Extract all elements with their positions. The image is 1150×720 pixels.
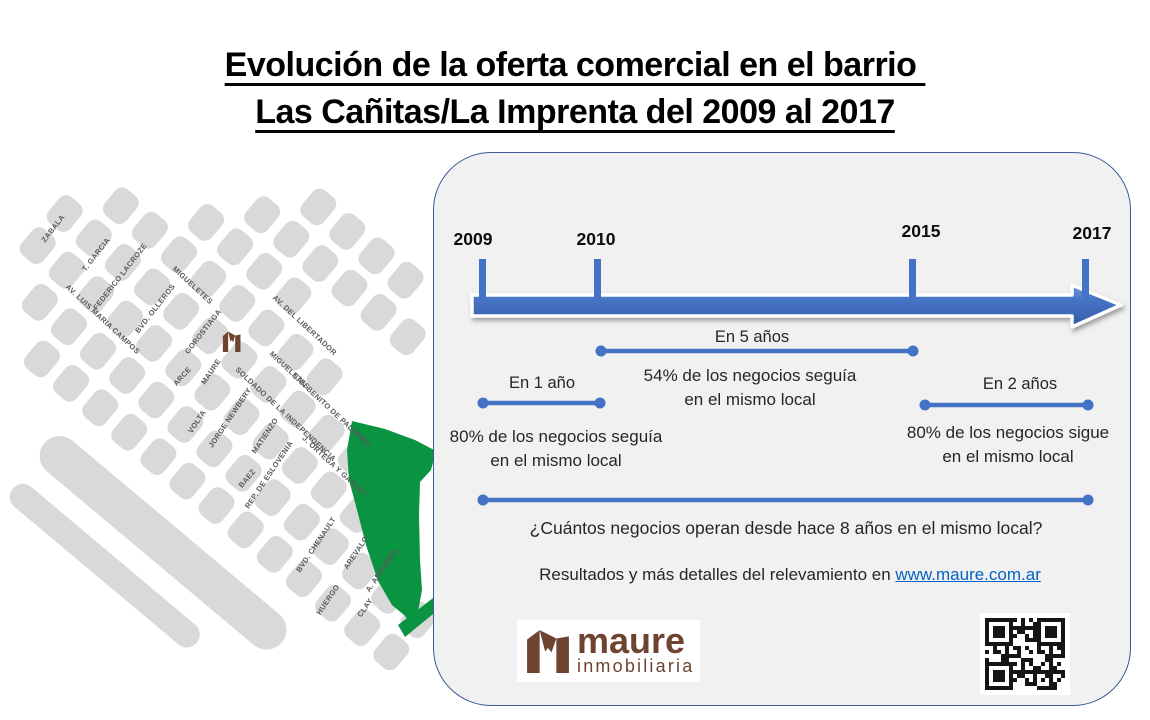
segment-label-en-5-anos: En 5 años bbox=[714, 328, 790, 346]
year-label-2015: 2015 bbox=[901, 221, 941, 241]
stat-80-percent-2017: 80% de los negocios sigue en el mismo lo… bbox=[906, 423, 1110, 466]
question-text: ¿Cuántos negocios operan desde hace 8 añ… bbox=[529, 518, 1043, 538]
brand-logo: maure inmobiliaria bbox=[517, 620, 700, 682]
page-title: Evolución de la oferta comercial en el b… bbox=[0, 42, 1150, 136]
title-line-1: Evolución de la oferta comercial en el b… bbox=[224, 46, 926, 84]
stat-80-percent-2010: 80% de los negocios seguía en el mismo l… bbox=[449, 427, 663, 470]
brand-tagline: inmobiliaria bbox=[577, 656, 695, 676]
results-text: Resultados y más detalles del relevamien… bbox=[539, 565, 1041, 584]
maure-m-icon bbox=[527, 630, 569, 673]
maure-website-link[interactable]: www.maure.com.ar bbox=[895, 565, 1041, 584]
segment-label-en-1-ano: En 1 año bbox=[508, 374, 576, 392]
park-strip bbox=[398, 595, 444, 637]
stat-54-percent: 54% de los negocios seguía en el mismo l… bbox=[643, 366, 857, 409]
year-label-2017: 2017 bbox=[1072, 223, 1112, 243]
park-area bbox=[347, 421, 436, 628]
neighborhood-map: ZABALA T. GARCIA FEDERICO LACROZE AV. LU… bbox=[9, 187, 444, 670]
qr-code bbox=[980, 613, 1070, 695]
segment-label-en-2-anos: En 2 años bbox=[982, 375, 1058, 393]
year-label-2009: 2009 bbox=[453, 229, 493, 249]
year-label-2010: 2010 bbox=[576, 229, 616, 249]
brand-name: maure bbox=[577, 620, 686, 661]
title-line-2: Las Cañitas/La Imprenta del 2009 al 2017 bbox=[255, 93, 895, 131]
